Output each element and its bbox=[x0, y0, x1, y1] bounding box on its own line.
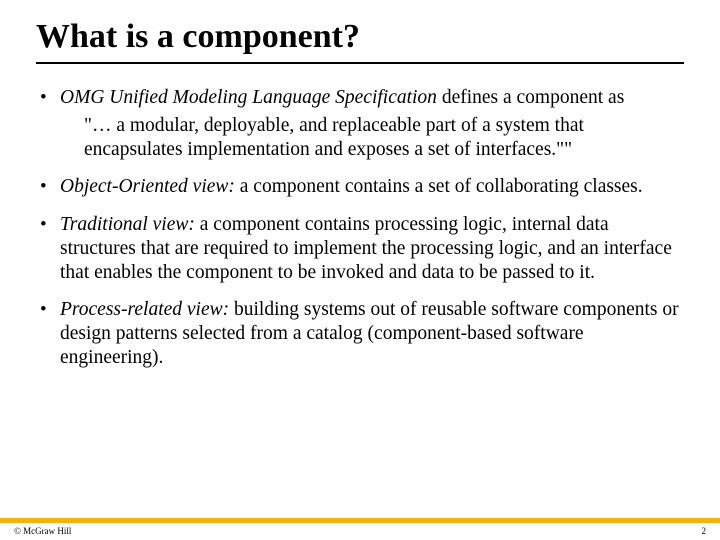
page-number: 2 bbox=[702, 526, 707, 536]
definition-tail: defines a component as bbox=[437, 87, 624, 108]
footer-row: © McGraw Hill 2 bbox=[0, 523, 720, 540]
process-view-lead: Process-related view: bbox=[60, 299, 229, 320]
title-underline bbox=[36, 62, 684, 64]
copyright-text: © McGraw Hill bbox=[14, 526, 71, 536]
definition-quote: "… a modular, deployable, and replaceabl… bbox=[60, 114, 684, 162]
bullet-item-process-view: Process-related view: building systems o… bbox=[36, 298, 684, 369]
bullet-item-oo-view: Object-Oriented view: a component contai… bbox=[36, 175, 684, 199]
slide-footer: © McGraw Hill 2 bbox=[0, 518, 720, 540]
slide-title: What is a component? bbox=[36, 18, 684, 56]
bullet-item-traditional-view: Traditional view: a component contains p… bbox=[36, 213, 684, 284]
slide: What is a component? OMG Unified Modelin… bbox=[0, 0, 720, 540]
oo-view-tail: a component contains a set of collaborat… bbox=[235, 176, 643, 197]
oo-view-lead: Object-Oriented view: bbox=[60, 176, 235, 197]
definition-lead: OMG Unified Modeling Language Specificat… bbox=[60, 87, 437, 108]
bullet-item-definition: OMG Unified Modeling Language Specificat… bbox=[36, 86, 684, 161]
bullet-list: OMG Unified Modeling Language Specificat… bbox=[36, 86, 684, 370]
slide-body: OMG Unified Modeling Language Specificat… bbox=[36, 86, 684, 370]
traditional-view-lead: Traditional view: bbox=[60, 214, 195, 235]
